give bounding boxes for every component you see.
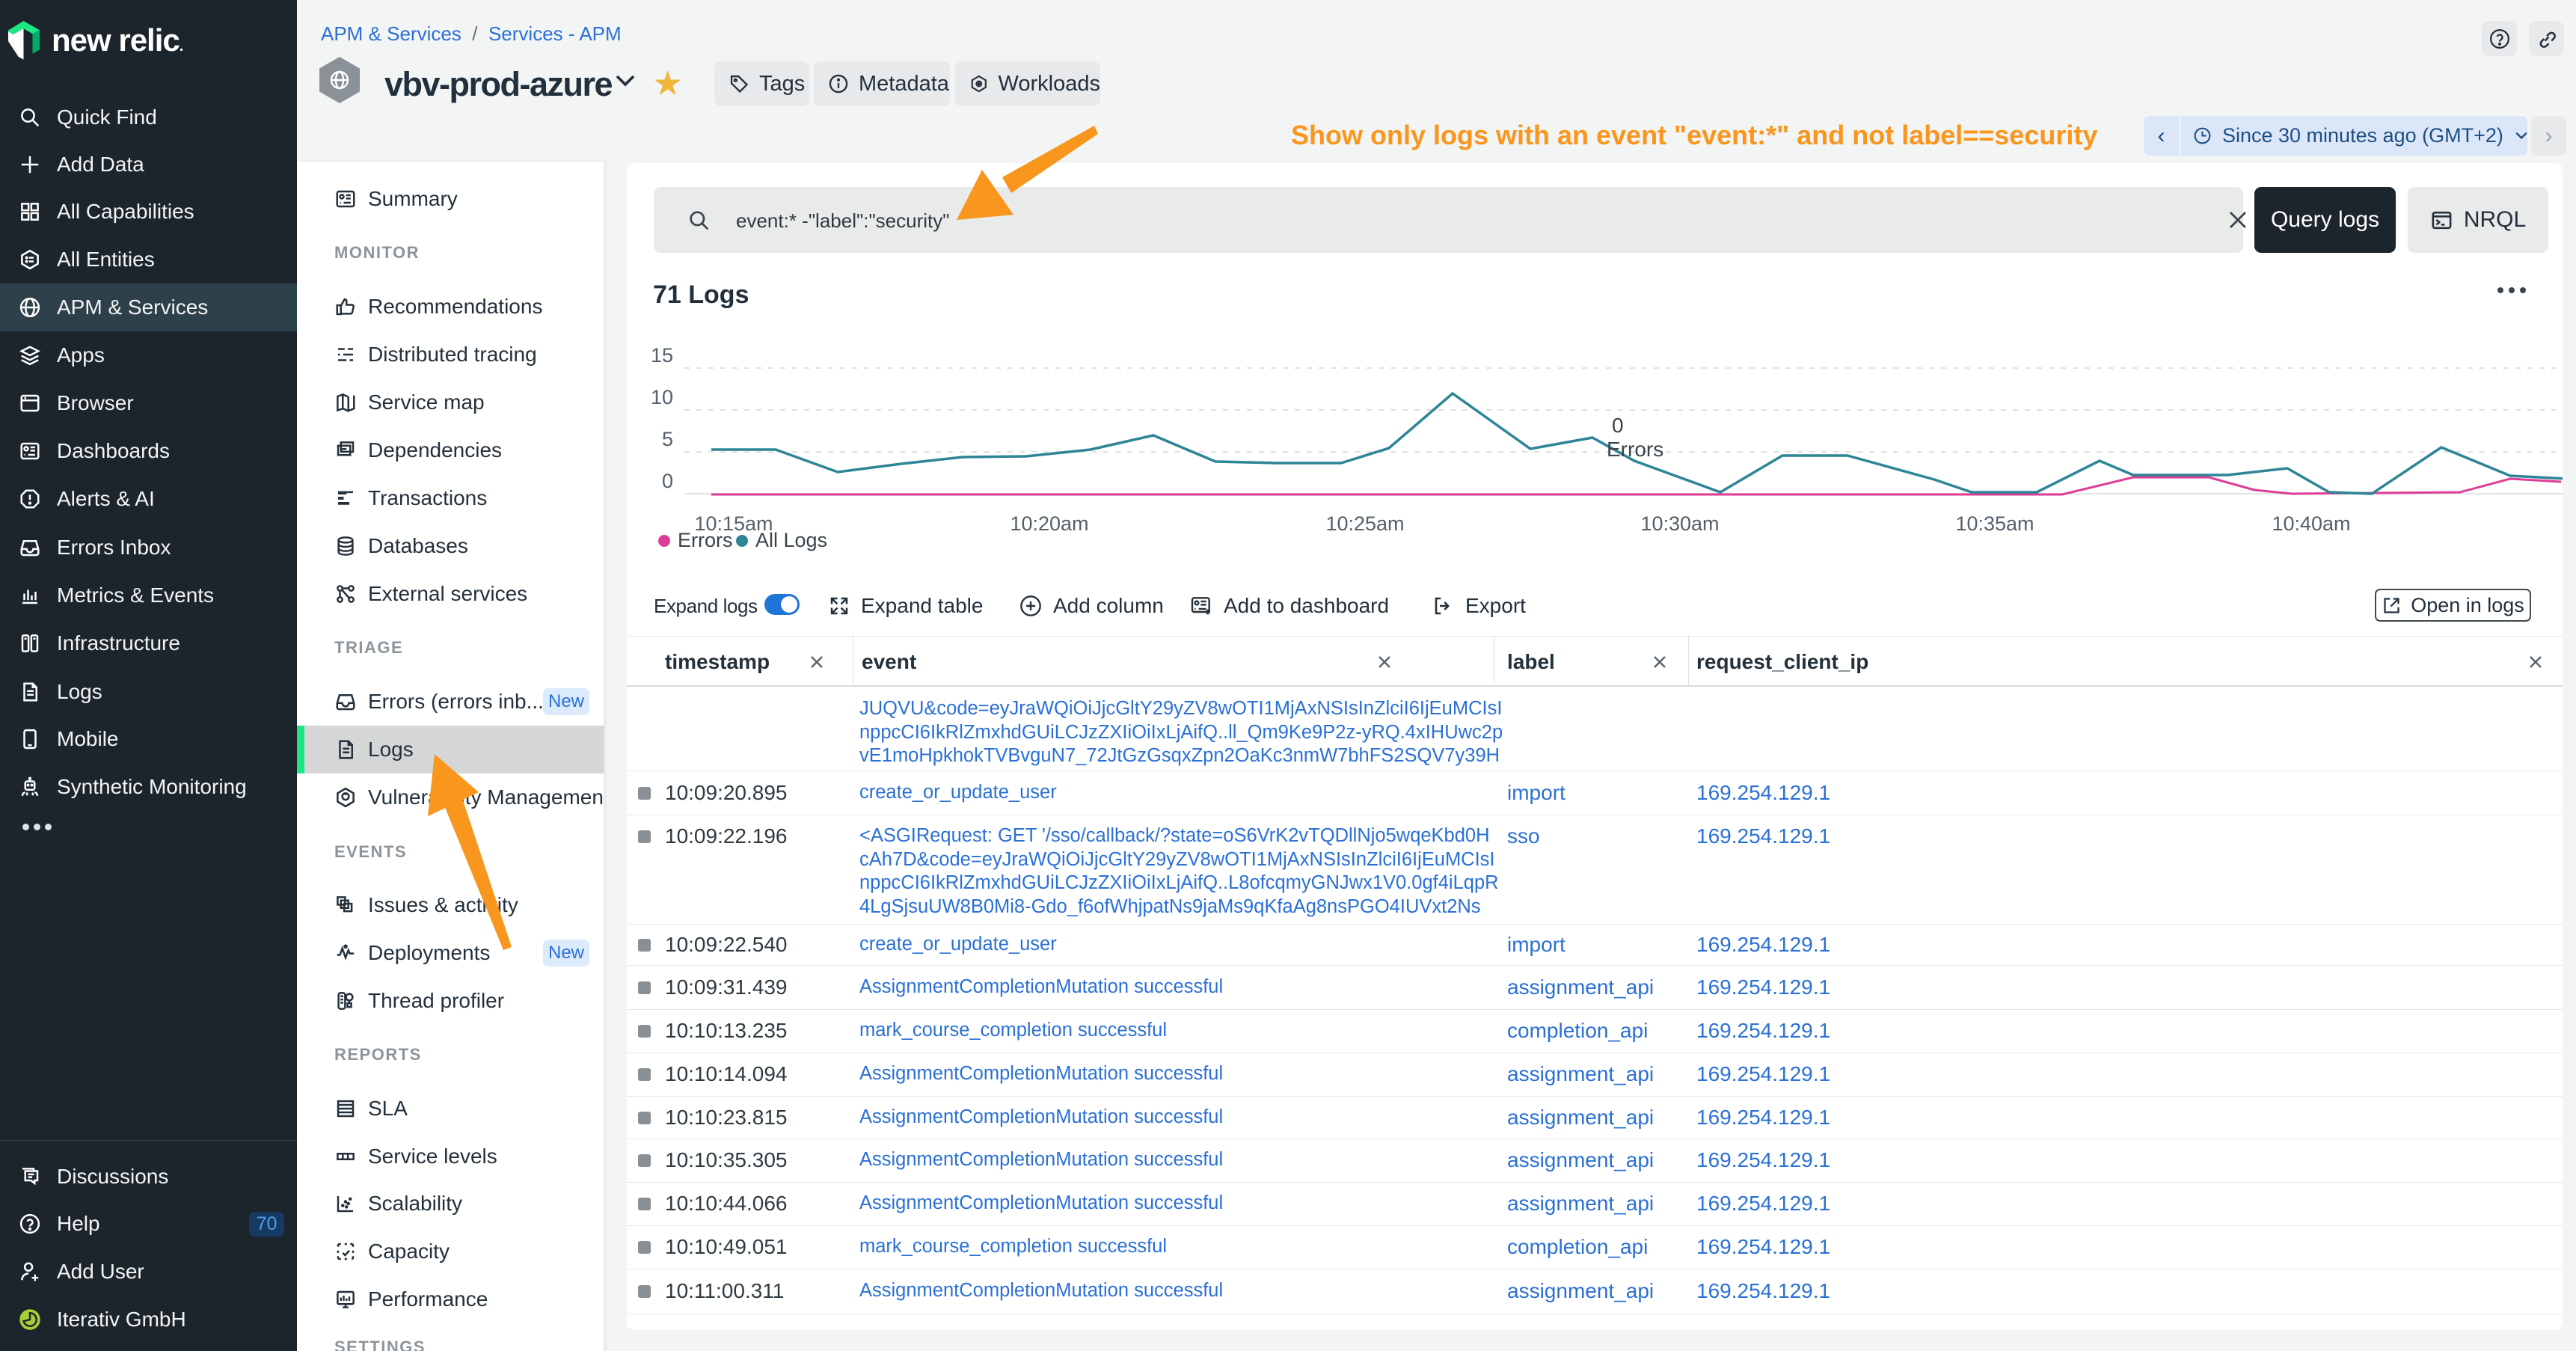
svg-text:15: 15 bbox=[651, 344, 673, 367]
svg-text:5: 5 bbox=[662, 428, 673, 450]
svg-text:0: 0 bbox=[662, 470, 673, 492]
svg-text:10:35am: 10:35am bbox=[1955, 512, 2034, 535]
svg-text:10:25am: 10:25am bbox=[1325, 512, 1404, 535]
svg-text:0: 0 bbox=[1612, 414, 1624, 437]
svg-text:10: 10 bbox=[651, 386, 673, 408]
svg-text:10:40am: 10:40am bbox=[2272, 512, 2350, 535]
svg-text:10:15am: 10:15am bbox=[694, 512, 773, 535]
svg-text:10:20am: 10:20am bbox=[1010, 512, 1088, 535]
svg-text:10:30am: 10:30am bbox=[1640, 512, 1719, 535]
svg-text:Errors: Errors bbox=[1607, 438, 1663, 461]
